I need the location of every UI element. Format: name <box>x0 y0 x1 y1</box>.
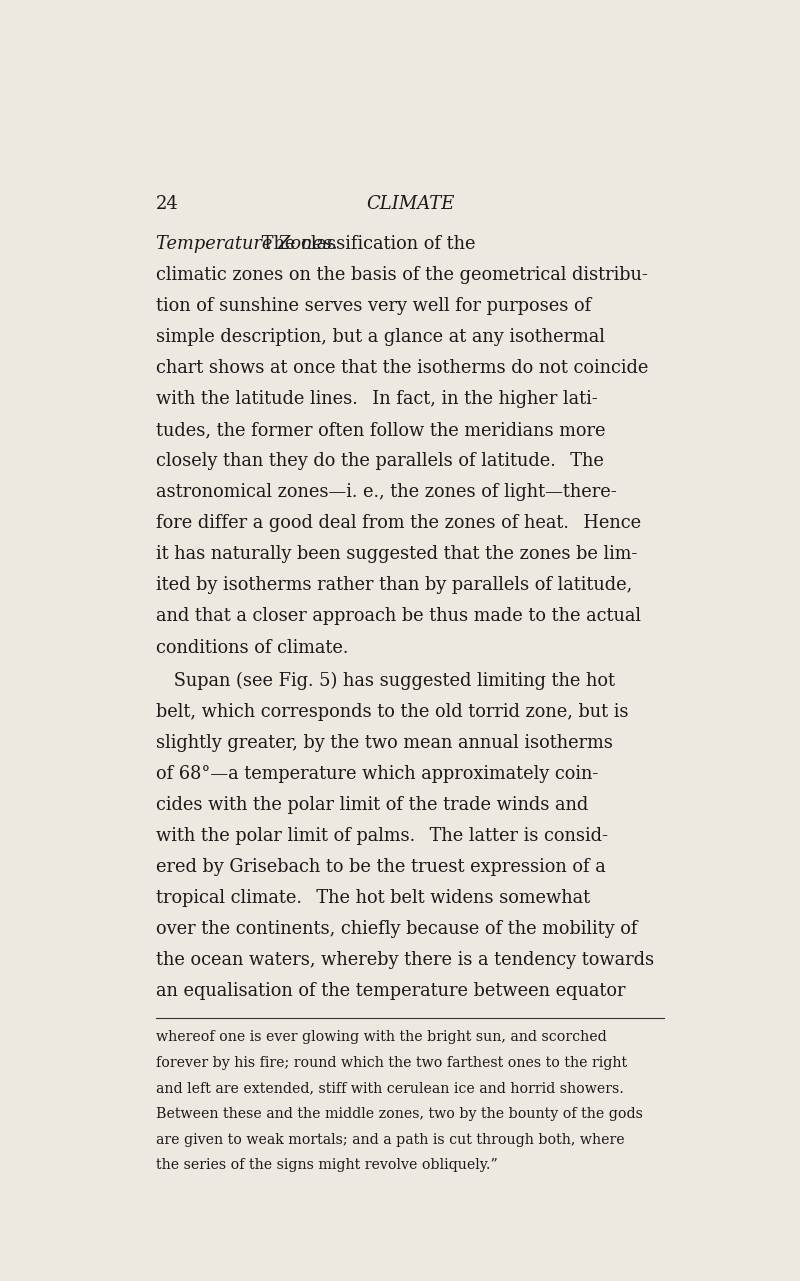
Text: Between these and the middle zones, two by the bounty of the gods: Between these and the middle zones, two … <box>156 1107 642 1121</box>
Text: forever by his fire; round which the two farthest ones to the right: forever by his fire; round which the two… <box>156 1056 627 1070</box>
Text: climatic zones on the basis of the geometrical distribu-: climatic zones on the basis of the geome… <box>156 265 648 283</box>
Text: of 68°—a temperature which approximately coin-: of 68°—a temperature which approximately… <box>156 765 598 783</box>
Text: The classification of the: The classification of the <box>244 234 475 252</box>
Text: Temperature Zones.: Temperature Zones. <box>156 234 338 252</box>
Text: ited by isotherms rather than by parallels of latitude,: ited by isotherms rather than by paralle… <box>156 576 632 594</box>
Text: slightly greater, by the two mean annual isotherms: slightly greater, by the two mean annual… <box>156 734 613 752</box>
Text: and that a closer approach be thus made to the actual: and that a closer approach be thus made … <box>156 607 641 625</box>
Text: 24: 24 <box>156 195 178 213</box>
Text: with the latitude lines.  In fact, in the higher lati-: with the latitude lines. In fact, in the… <box>156 389 598 407</box>
Text: cides with the polar limit of the trade winds and: cides with the polar limit of the trade … <box>156 796 588 813</box>
Text: an equalisation of the temperature between equator: an equalisation of the temperature betwe… <box>156 983 626 1000</box>
Text: tropical climate.  The hot belt widens somewhat: tropical climate. The hot belt widens so… <box>156 889 590 907</box>
Text: tudes, the former often follow the meridians more: tudes, the former often follow the merid… <box>156 421 606 439</box>
Text: astronomical zones—i. e., the zones of light—there-: astronomical zones—i. e., the zones of l… <box>156 483 617 501</box>
Text: it has naturally been suggested that the zones be lim-: it has naturally been suggested that the… <box>156 546 637 564</box>
Text: ered by Grisebach to be the truest expression of a: ered by Grisebach to be the truest expre… <box>156 858 606 876</box>
Text: chart shows at once that the isotherms do not coincide: chart shows at once that the isotherms d… <box>156 359 648 377</box>
Text: with the polar limit of palms.  The latter is consid-: with the polar limit of palms. The latte… <box>156 828 608 845</box>
Text: conditions of climate.: conditions of climate. <box>156 638 348 657</box>
Text: tion of sunshine serves very well for purposes of: tion of sunshine serves very well for pu… <box>156 297 591 315</box>
Text: Supan (see Fig. 5) has suggested limiting the hot: Supan (see Fig. 5) has suggested limitin… <box>156 671 614 689</box>
Text: fore differ a good deal from the zones of heat.  Hence: fore differ a good deal from the zones o… <box>156 514 641 532</box>
Text: simple description, but a glance at any isothermal: simple description, but a glance at any … <box>156 328 605 346</box>
Text: over the continents, chiefly because of the mobility of: over the continents, chiefly because of … <box>156 920 638 938</box>
Text: are given to weak mortals; and a path is cut through both, where: are given to weak mortals; and a path is… <box>156 1132 625 1146</box>
Text: whereof one is ever glowing with the bright sun, and scorched: whereof one is ever glowing with the bri… <box>156 1030 606 1044</box>
Text: the ocean waters, whereby there is a tendency towards: the ocean waters, whereby there is a ten… <box>156 952 654 970</box>
Text: closely than they do the parallels of latitude.  The: closely than they do the parallels of la… <box>156 452 604 470</box>
Text: belt, which corresponds to the old torrid zone, but is: belt, which corresponds to the old torri… <box>156 703 628 721</box>
Text: CLIMATE: CLIMATE <box>366 195 454 213</box>
Text: and left are extended, stiff with cerulean ice and horrid showers.: and left are extended, stiff with cerule… <box>156 1081 624 1095</box>
Text: the series of the signs might revolve obliquely.”: the series of the signs might revolve ob… <box>156 1158 498 1172</box>
